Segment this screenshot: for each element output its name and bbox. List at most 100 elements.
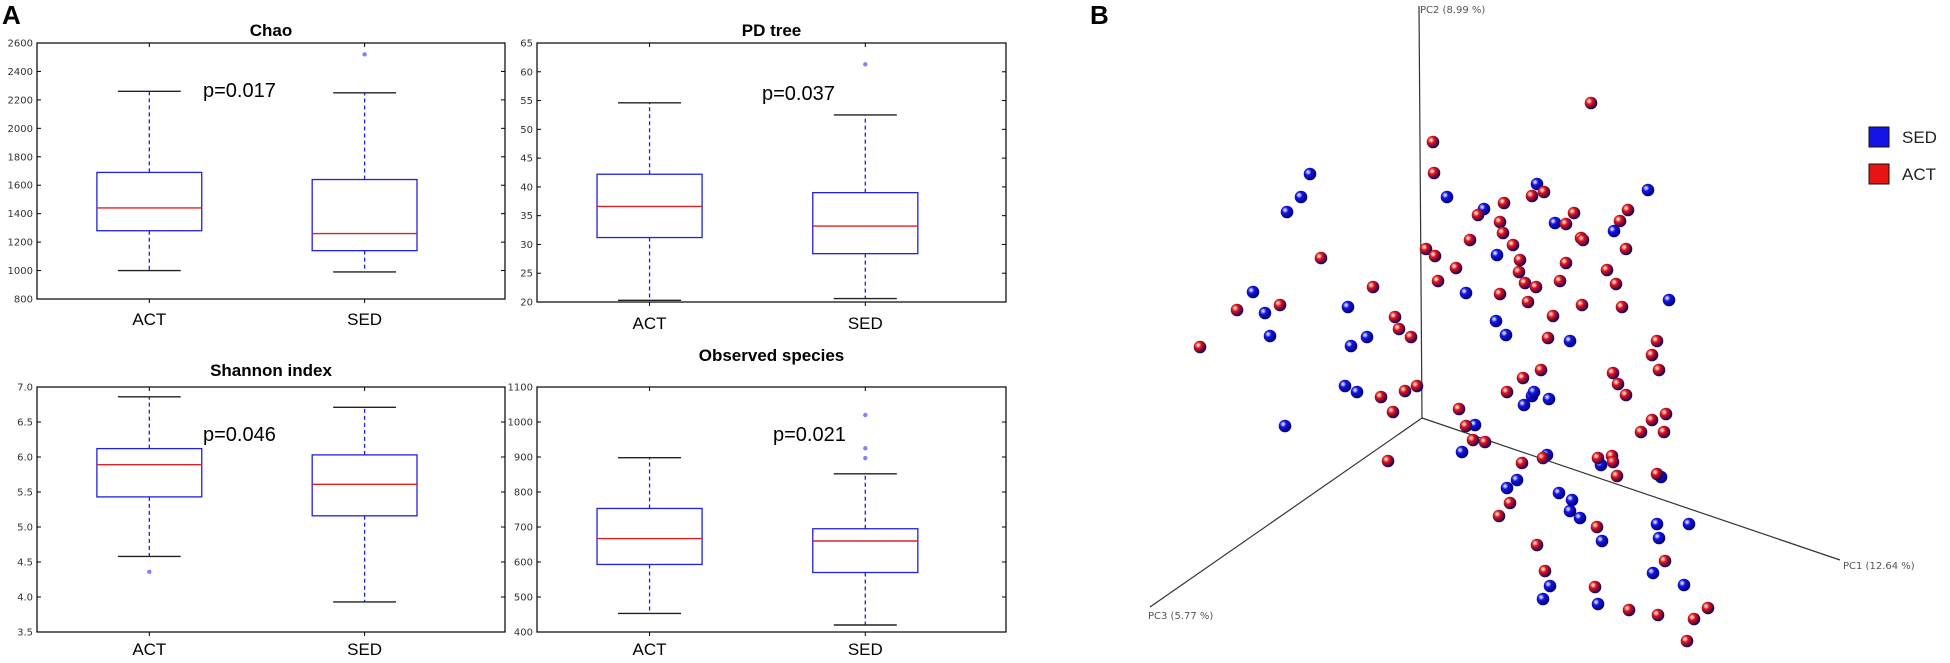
- box-sed: [311, 178, 418, 252]
- y-tick-label: 800: [514, 488, 533, 499]
- outlier-point: [362, 52, 367, 57]
- point-act: [1506, 238, 1520, 252]
- category-label-act: ACT: [132, 640, 166, 659]
- point-sed: [1573, 511, 1587, 525]
- point-act: [1610, 469, 1624, 483]
- point-sed: [1440, 190, 1454, 204]
- point-act: [1645, 413, 1659, 427]
- boxplot-panel-1: PD tree p=0.037 20 25 30 35 40 45 50 55 60 65 ACT SED: [520, 21, 1007, 333]
- category-label-sed: SED: [347, 310, 382, 329]
- y-tick-label: 25: [520, 269, 533, 280]
- point-act: [1381, 454, 1395, 468]
- plot-frame: [536, 42, 1007, 303]
- point-act: [1650, 467, 1664, 481]
- point-act: [1404, 330, 1418, 344]
- point-act: [1366, 280, 1380, 294]
- point-sed: [1536, 592, 1550, 606]
- point-act: [1449, 261, 1463, 275]
- legend-swatch-sed: [1868, 126, 1890, 148]
- panel-label-a: A: [2, 0, 21, 30]
- point-act: [1650, 334, 1664, 348]
- point-act: [1584, 96, 1598, 110]
- point-sed: [1662, 293, 1676, 307]
- point-act: [1388, 310, 1402, 324]
- y-tick-label: 700: [514, 523, 533, 534]
- legend-label-sed: SED: [1902, 128, 1937, 147]
- point-act: [1427, 166, 1441, 180]
- point-act: [1606, 366, 1620, 380]
- point-act: [1428, 249, 1442, 263]
- outlier-point: [863, 412, 868, 418]
- point-act: [1553, 274, 1567, 288]
- y-tick-label: 65: [520, 39, 533, 50]
- point-act: [1497, 196, 1511, 210]
- point-act: [1493, 215, 1507, 229]
- y-tick-label: 30: [520, 240, 533, 251]
- point-act: [1590, 520, 1604, 534]
- point-sed: [1499, 328, 1513, 342]
- point-act: [1529, 280, 1543, 294]
- point-act: [1619, 242, 1633, 256]
- y-tick-label: 35: [520, 211, 533, 222]
- series-sed: [1246, 167, 1696, 611]
- point-sed: [1677, 578, 1691, 592]
- point-act: [1611, 377, 1625, 391]
- point-sed: [1652, 531, 1666, 545]
- box-sed: [812, 528, 919, 574]
- legend: SED ACT: [1868, 126, 1937, 185]
- point-sed: [1350, 385, 1364, 399]
- point-act: [1530, 538, 1544, 552]
- y-tick-label: 6.0: [17, 453, 33, 464]
- legend-swatch-act: [1868, 163, 1890, 185]
- point-sed: [1563, 504, 1577, 518]
- boxplot-panel-2: Shannon index p=0.046 3.5 4.0 4.5 5.0 5.5 6.0 6.…: [17, 361, 506, 659]
- point-act: [1541, 331, 1555, 345]
- point-sed: [1490, 248, 1504, 262]
- point-sed: [1344, 339, 1358, 353]
- point-act: [1478, 435, 1492, 449]
- point-act: [1521, 295, 1535, 309]
- box-act: [96, 171, 203, 232]
- outlier-point: [863, 62, 868, 67]
- y-tick-label: 600: [514, 558, 533, 569]
- point-act: [1452, 402, 1466, 416]
- point-sed: [1246, 285, 1260, 299]
- y-tick-label: 1000: [8, 266, 33, 277]
- outlier-point: [863, 446, 868, 451]
- panel-label-b: B: [1090, 0, 1109, 30]
- category-label-sed: SED: [347, 640, 382, 659]
- point-sed: [1258, 306, 1272, 320]
- point-act: [1516, 371, 1530, 385]
- y-tick-label: 60: [520, 67, 533, 78]
- point-sed: [1543, 579, 1557, 593]
- category-label-act: ACT: [633, 640, 667, 659]
- point-act: [1503, 496, 1517, 510]
- outlier-point: [147, 569, 152, 574]
- point-act: [1687, 612, 1701, 626]
- chart-title: Chao: [250, 21, 293, 40]
- point-act: [1518, 276, 1532, 290]
- point-act: [1619, 388, 1633, 402]
- box-act: [96, 447, 203, 498]
- point-act: [1471, 208, 1485, 222]
- y-tick-label: 7.0: [17, 383, 33, 394]
- y-tick-label: 1400: [8, 209, 33, 220]
- point-act: [1536, 451, 1550, 465]
- point-act: [1459, 419, 1473, 433]
- point-sed: [1595, 534, 1609, 548]
- point-act: [1615, 300, 1629, 314]
- point-sed: [1517, 398, 1531, 412]
- point-act: [1466, 433, 1480, 447]
- point-act: [1622, 603, 1636, 617]
- pcoa-plot: PC1 (12.64 %) PC2 (8.99 %) PC3 (5.77 %) SED…: [1148, 5, 1937, 648]
- point-act: [1701, 601, 1715, 615]
- point-sed: [1459, 286, 1473, 300]
- plot-frame: [536, 386, 1007, 633]
- point-sed: [1548, 216, 1562, 230]
- point-act: [1431, 274, 1445, 288]
- box-sed: [311, 454, 418, 517]
- point-sed: [1500, 481, 1514, 495]
- box-sed: [812, 191, 919, 255]
- point-act: [1659, 407, 1673, 421]
- point-sed: [1263, 329, 1277, 343]
